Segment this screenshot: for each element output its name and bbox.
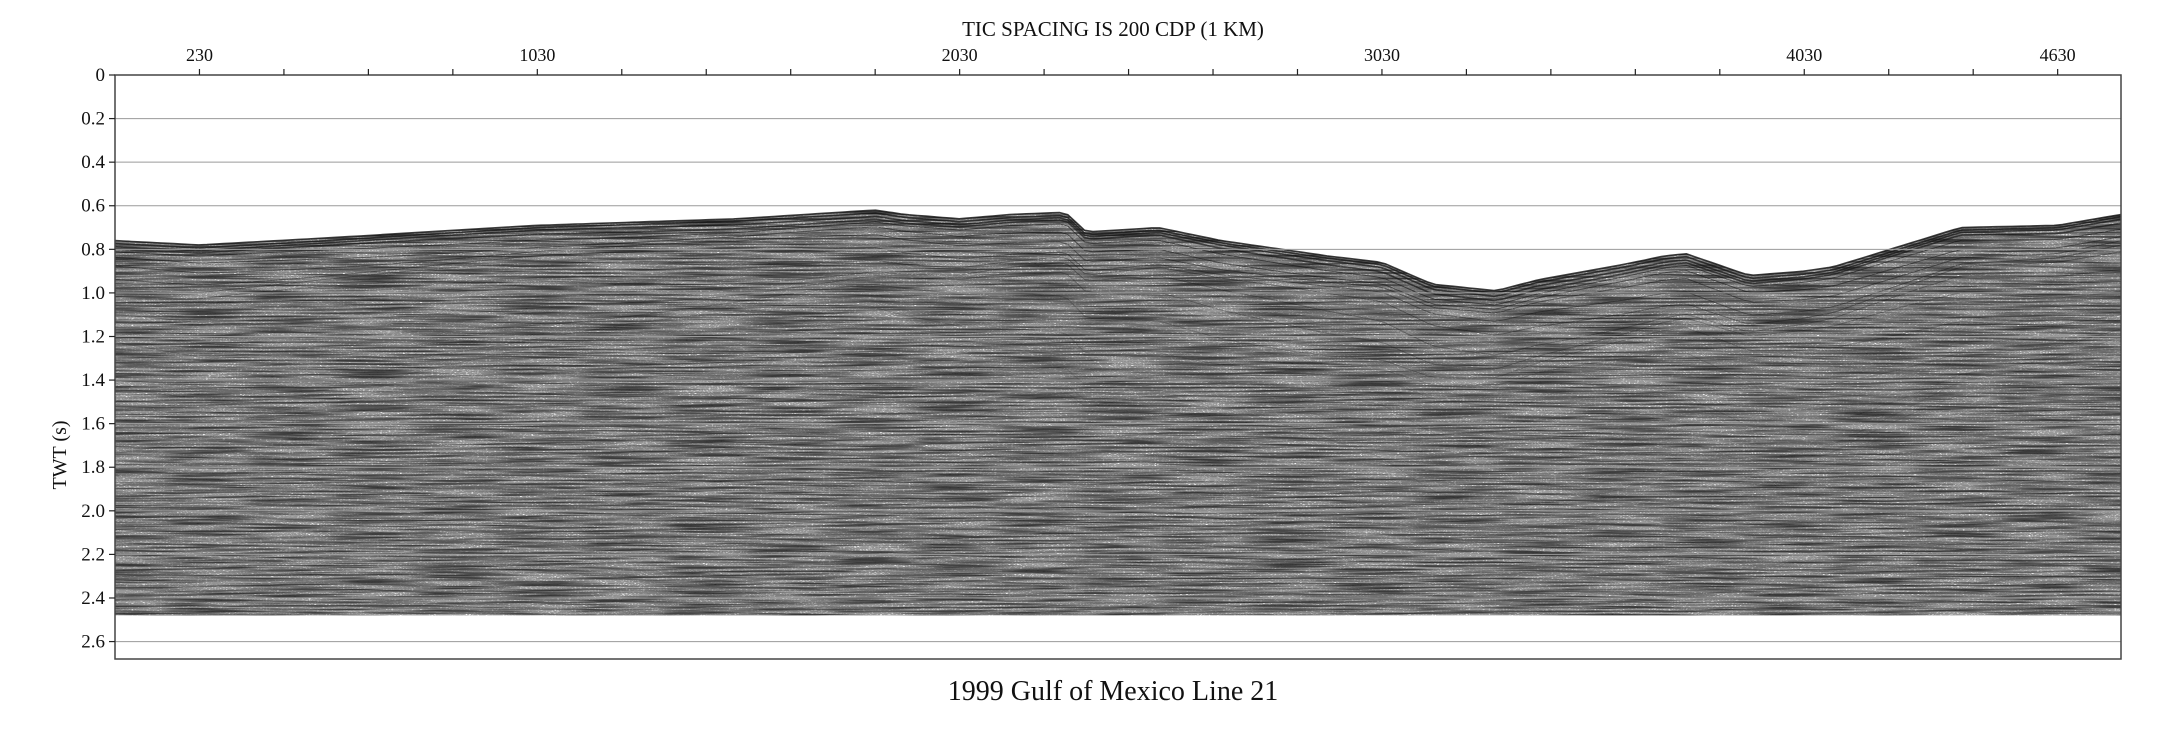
- reflector-line: [114, 221, 2122, 306]
- reflector-line: [114, 251, 2122, 336]
- y-axis-ticks: [109, 74, 115, 643]
- reflector-line: [114, 234, 2122, 314]
- y-axis-title: TWT (s): [49, 420, 71, 489]
- reflector-line: [114, 271, 2122, 370]
- reflector-line: [114, 284, 2122, 379]
- tic-spacing-label: TIC SPACING IS 200 CDP (1 KM): [962, 17, 1264, 41]
- reflector-line: [114, 226, 2122, 310]
- x-axis-tick-labels: 230 1030 2030 3030 4030 4630: [186, 45, 2076, 65]
- y-tick-label: 1.6: [81, 414, 105, 435]
- reflector-line: [114, 215, 2122, 298]
- reflector-line: [114, 212, 2122, 294]
- y-tick-label: 2.2: [81, 544, 105, 565]
- y-tick-label: 2.4: [81, 588, 105, 609]
- plot-frame: [114, 74, 2122, 660]
- reflector-line: [114, 218, 2122, 302]
- y-tick-label: 0.4: [81, 152, 105, 173]
- reflector-line: [114, 306, 2122, 387]
- y-tick-label: 0: [96, 65, 106, 86]
- y-tick-label: 1.0: [81, 283, 105, 304]
- figure-caption: 1999 Gulf of Mexico Line 21: [948, 676, 1279, 707]
- y-tick-label: 0.8: [81, 239, 105, 260]
- seismic-section: [114, 209, 2122, 616]
- y-tick-label: 1.8: [81, 457, 105, 478]
- y-tick-label: 2.0: [81, 501, 105, 522]
- y-tick-label: 1.2: [81, 326, 105, 347]
- x-tick-label: 4630: [2040, 45, 2076, 65]
- y-tick-label: 2.6: [81, 632, 105, 653]
- y-grid-lines: [115, 118, 2121, 643]
- x-tick-label: 3030: [1364, 45, 1400, 65]
- reflector-line: [114, 262, 2122, 356]
- reflector-line: [114, 244, 2122, 322]
- y-axis-tick-labels: 0 0.2 0.4 0.6 0.8 1.0 1.2 1.4 1.6 1.8 2.0 2.2 2.4 2.6: [81, 65, 105, 653]
- x-tick-label: 230: [186, 45, 213, 65]
- reflector-line: [114, 209, 2122, 292]
- y-tick-label: 1.4: [81, 370, 105, 391]
- y-tick-label: 0.6: [81, 196, 105, 217]
- x-tick-label: 1030: [519, 45, 555, 65]
- x-tick-label: 2030: [942, 45, 978, 65]
- seismic-reflectors: [114, 209, 2122, 510]
- y-tick-label: 0.2: [81, 109, 105, 130]
- seismic-texture: [115, 210, 2121, 616]
- reflector-line: [114, 353, 2122, 463]
- x-tick-label: 4030: [1786, 45, 1822, 65]
- reflector-line: [114, 335, 2122, 427]
- x-axis-ticks: [198, 69, 2059, 75]
- reflector-line: [114, 392, 2122, 510]
